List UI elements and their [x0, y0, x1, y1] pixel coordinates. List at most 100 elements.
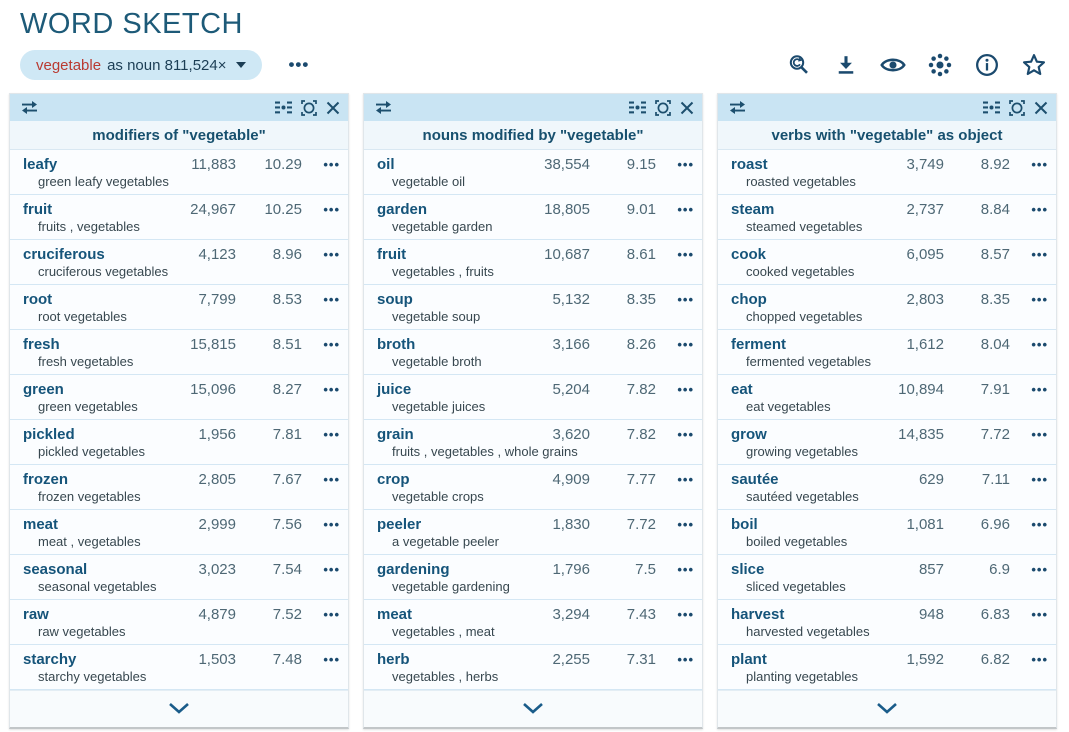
collocate-row[interactable]: raw 4,879 7.52 ••• raw vegetables [10, 600, 348, 645]
collocate-word[interactable]: chop [731, 291, 767, 308]
collocate-word[interactable]: cruciferous [23, 246, 105, 263]
row-menu-button[interactable]: ••• [1010, 472, 1048, 487]
collocate-word[interactable]: fruit [23, 201, 53, 218]
collocate-word[interactable]: garden [377, 201, 428, 218]
collocate-word[interactable]: starchy [23, 651, 77, 668]
collocate-row[interactable]: cook 6,095 8.57 ••• cooked vegetables [718, 240, 1056, 285]
collocate-word[interactable]: green [23, 381, 64, 398]
collocate-row[interactable]: ferment 1,612 8.04 ••• fermented vegetables [718, 330, 1056, 375]
collocate-word[interactable]: soup [377, 291, 413, 308]
collocate-word[interactable]: broth [377, 336, 416, 353]
collocate-word[interactable]: frozen [23, 471, 68, 488]
collocate-row[interactable]: fruit 24,967 10.25 ••• fruits , vegetables [10, 195, 348, 240]
row-menu-button[interactable]: ••• [656, 517, 694, 532]
collocate-row[interactable]: fresh 15,815 8.51 ••• fresh vegetables [10, 330, 348, 375]
row-menu-button[interactable]: ••• [302, 247, 340, 262]
collocate-word[interactable]: grain [377, 426, 414, 443]
focus-icon[interactable] [655, 99, 671, 116]
row-menu-button[interactable]: ••• [302, 517, 340, 532]
collocate-word[interactable]: ferment [731, 336, 787, 353]
collocate-row[interactable]: steam 2,737 8.84 ••• steamed vegetables [718, 195, 1056, 240]
row-menu-button[interactable]: ••• [656, 157, 694, 172]
collocate-word[interactable]: plant [731, 651, 767, 668]
swap-panel-icon[interactable] [728, 101, 747, 114]
expand-more-button[interactable] [138, 700, 220, 719]
row-menu-button[interactable]: ••• [656, 292, 694, 307]
row-menu-button[interactable]: ••• [302, 607, 340, 622]
visualize-icon[interactable] [927, 52, 953, 78]
row-menu-button[interactable]: ••• [302, 562, 340, 577]
collocate-word[interactable]: cook [731, 246, 767, 263]
collocate-word[interactable]: gardening [377, 561, 450, 578]
collocate-word[interactable]: leafy [23, 156, 58, 173]
collocate-row[interactable]: grow 14,835 7.72 ••• growing vegetables [718, 420, 1056, 465]
collocate-word[interactable]: sautée [731, 471, 779, 488]
collocate-word[interactable]: roast [731, 156, 768, 173]
swap-panel-icon[interactable] [20, 101, 39, 114]
row-menu-button[interactable]: ••• [1010, 517, 1048, 532]
row-menu-button[interactable]: ••• [656, 607, 694, 622]
collocate-word[interactable]: juice [377, 381, 412, 398]
row-menu-button[interactable]: ••• [302, 652, 340, 667]
row-menu-button[interactable]: ••• [1010, 292, 1048, 307]
row-menu-button[interactable]: ••• [656, 202, 694, 217]
collocate-word[interactable]: root [23, 291, 53, 308]
expand-more-button[interactable] [492, 700, 574, 719]
collocate-word[interactable]: raw [23, 606, 49, 623]
row-menu-button[interactable]: ••• [656, 382, 694, 397]
collocate-row[interactable]: broth 3,166 8.26 ••• vegetable broth [364, 330, 702, 375]
collocate-row[interactable]: eat 10,894 7.91 ••• eat vegetables [718, 375, 1056, 420]
collocate-word[interactable]: steam [731, 201, 775, 218]
view-options-icon[interactable] [629, 101, 646, 114]
collocate-row[interactable]: meat 3,294 7.43 ••• vegetables , meat [364, 600, 702, 645]
collocate-row[interactable]: soup 5,132 8.35 ••• vegetable soup [364, 285, 702, 330]
focus-icon[interactable] [301, 99, 317, 116]
query-more-button[interactable]: ••• [288, 55, 310, 74]
collocate-row[interactable]: juice 5,204 7.82 ••• vegetable juices [364, 375, 702, 420]
collocate-row[interactable]: green 15,096 8.27 ••• green vegetables [10, 375, 348, 420]
info-icon[interactable] [974, 52, 1000, 78]
collocate-row[interactable]: root 7,799 8.53 ••• root vegetables [10, 285, 348, 330]
download-icon[interactable] [833, 52, 859, 78]
collocate-row[interactable]: fruit 10,687 8.61 ••• vegetables , fruits [364, 240, 702, 285]
collocate-word[interactable]: pickled [23, 426, 75, 443]
row-menu-button[interactable]: ••• [1010, 157, 1048, 172]
row-menu-button[interactable]: ••• [302, 202, 340, 217]
collocate-row[interactable]: garden 18,805 9.01 ••• vegetable garden [364, 195, 702, 240]
view-options-icon[interactable] [275, 101, 292, 114]
collocate-word[interactable]: fruit [377, 246, 407, 263]
row-menu-button[interactable]: ••• [1010, 337, 1048, 352]
collocate-row[interactable]: frozen 2,805 7.67 ••• frozen vegetables [10, 465, 348, 510]
view-options-icon[interactable] [983, 101, 1000, 114]
row-menu-button[interactable]: ••• [656, 337, 694, 352]
collocate-row[interactable]: pickled 1,956 7.81 ••• pickled vegetables [10, 420, 348, 465]
collocate-word[interactable]: harvest [731, 606, 785, 623]
row-menu-button[interactable]: ••• [1010, 247, 1048, 262]
row-menu-button[interactable]: ••• [1010, 382, 1048, 397]
row-menu-button[interactable]: ••• [302, 337, 340, 352]
row-menu-button[interactable]: ••• [656, 562, 694, 577]
collocate-word[interactable]: seasonal [23, 561, 88, 578]
row-menu-button[interactable]: ••• [1010, 202, 1048, 217]
eye-icon[interactable] [880, 52, 906, 78]
collocate-word[interactable]: meat [23, 516, 59, 533]
row-menu-button[interactable]: ••• [302, 472, 340, 487]
collocate-word[interactable]: slice [731, 561, 765, 578]
collocate-row[interactable]: sautée 629 7.11 ••• sautéed vegetables [718, 465, 1056, 510]
collocate-row[interactable]: boil 1,081 6.96 ••• boiled vegetables [718, 510, 1056, 555]
row-menu-button[interactable]: ••• [1010, 652, 1048, 667]
swap-panel-icon[interactable] [374, 101, 393, 114]
row-menu-button[interactable]: ••• [302, 382, 340, 397]
collocate-row[interactable]: chop 2,803 8.35 ••• chopped vegetables [718, 285, 1056, 330]
modify-search-icon[interactable] [786, 52, 812, 78]
row-menu-button[interactable]: ••• [656, 247, 694, 262]
collocate-row[interactable]: gardening 1,796 7.5 ••• vegetable gardening [364, 555, 702, 600]
collocate-row[interactable]: crop 4,909 7.77 ••• vegetable crops [364, 465, 702, 510]
collocate-row[interactable]: starchy 1,503 7.48 ••• starchy vegetables [10, 645, 348, 690]
collocate-row[interactable]: cruciferous 4,123 8.96 ••• cruciferous veget… [10, 240, 348, 285]
collocate-row[interactable]: harvest 948 6.83 ••• harvested vegetables [718, 600, 1056, 645]
collocate-word[interactable]: herb [377, 651, 410, 668]
row-menu-button[interactable]: ••• [656, 427, 694, 442]
close-icon[interactable] [326, 101, 340, 115]
query-pill[interactable]: vegetable as noun 811,524× [20, 50, 263, 80]
